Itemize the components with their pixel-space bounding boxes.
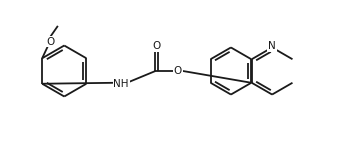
Text: NH: NH bbox=[113, 79, 129, 89]
Text: N: N bbox=[268, 41, 276, 52]
Text: O: O bbox=[46, 37, 54, 47]
Text: O: O bbox=[174, 66, 182, 76]
Text: O: O bbox=[153, 41, 161, 51]
